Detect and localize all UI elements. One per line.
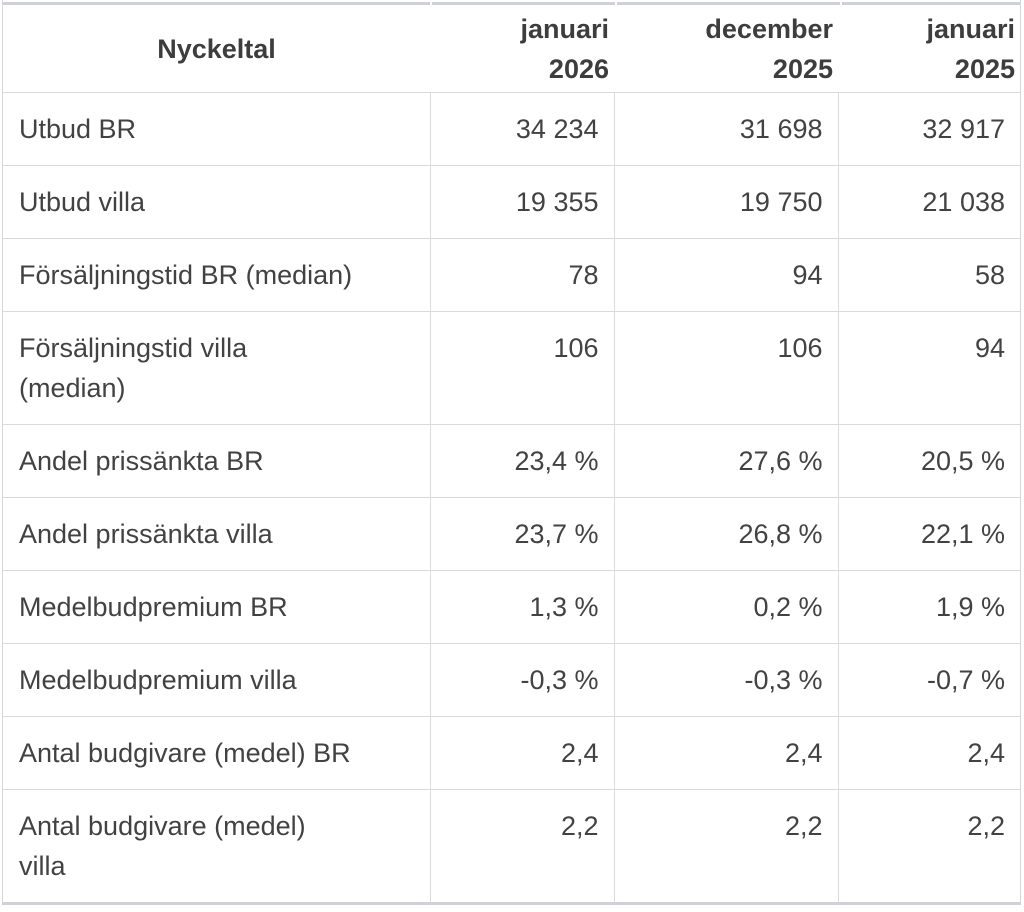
row-label: Antal budgivare (medel) villa (3, 789, 430, 902)
table-row: Utbud BR 34 234 31 698 32 917 (3, 92, 1020, 166)
column-header-december-2025: december 2025 (705, 13, 833, 84)
cell-value: 19 750 (613, 165, 838, 239)
cell-value: 58 (837, 238, 1020, 312)
cell-value: 2,2 (429, 789, 614, 902)
cell-value: 31 698 (613, 92, 838, 166)
cutoff-cell (3, 0, 430, 5)
column-header-januari-2025: januari 2025 (926, 13, 1015, 84)
key-figures-table: Nyckeltal januari 2026 december 2025 jan… (3, 5, 1020, 902)
cell-value: 22,1 % (837, 497, 1020, 571)
cell-value: 1,3 % (429, 570, 614, 644)
cell-value: 20,5 % (837, 424, 1020, 498)
table-body: Utbud BR 34 234 31 698 32 917 Utbud villa 19 … (3, 92, 1020, 902)
cell-value: 2,2 (837, 789, 1020, 902)
table-row: Utbud villa 19 355 19 750 21 038 (3, 165, 1020, 239)
cell-value: 23,7 % (429, 497, 614, 571)
cell-value: -0,3 % (613, 643, 838, 717)
cell-value: 106 (613, 311, 838, 425)
cell-value: 1,9 % (837, 570, 1020, 644)
column-header-januari-2026: januari 2026 (520, 13, 609, 84)
table-row: Andel prissänkta BR 23,4 % 27,6 % 20,5 % (3, 424, 1020, 498)
table-row: Medelbudpremium BR 1,3 % 0,2 % 1,9 % (3, 570, 1020, 644)
table-row: Försäljningstid villa (median) 106 106 94 (3, 311, 1020, 425)
table-row: Andel prissänkta villa 23,7 % 26,8 % 22,1 % (3, 497, 1020, 571)
row-label: Utbud villa (3, 165, 430, 239)
row-label: Försäljningstid villa (median) (3, 311, 430, 425)
table-top-cutoff-row (3, 0, 1020, 5)
row-label: Medelbudpremium BR (3, 570, 430, 644)
cell-value: 32 917 (837, 92, 1020, 166)
row-label: Medelbudpremium villa (3, 643, 430, 717)
cell-value: 2,2 (613, 789, 838, 902)
table-row: Försäljningstid BR (median) 78 94 58 (3, 238, 1020, 312)
cell-value: 0,2 % (613, 570, 838, 644)
cell-value: 106 (429, 311, 614, 425)
cell-value: 2,4 (429, 716, 614, 790)
cell-value: 34 234 (429, 92, 614, 166)
cell-value: 21 038 (837, 165, 1020, 239)
cutoff-cell (617, 0, 840, 5)
table-row: Antal budgivare (medel) villa 2,2 2,2 2,2 (3, 789, 1020, 902)
cell-value: 94 (613, 238, 838, 312)
column-header-nyckeltal: Nyckeltal (157, 33, 276, 64)
table-row: Medelbudpremium villa -0,3 % -0,3 % -0,7 % (3, 643, 1020, 717)
cell-value: 2,4 (837, 716, 1020, 790)
cutoff-cell (432, 0, 615, 5)
table-row: Antal budgivare (medel) BR 2,4 2,4 2,4 (3, 716, 1020, 790)
cell-value: 94 (837, 311, 1020, 425)
header-row: Nyckeltal januari 2026 december 2025 jan… (3, 5, 1020, 93)
row-label: Andel prissänkta BR (3, 424, 430, 498)
cell-value: 78 (429, 238, 614, 312)
cell-value: 26,8 % (613, 497, 838, 571)
cell-value: 23,4 % (429, 424, 614, 498)
cutoff-cell (842, 0, 1020, 5)
row-label: Utbud BR (3, 92, 430, 166)
cell-value: -0,3 % (429, 643, 614, 717)
row-label: Antal budgivare (medel) BR (3, 716, 430, 790)
cell-value: 27,6 % (613, 424, 838, 498)
cell-value: 2,4 (613, 716, 838, 790)
row-label: Andel prissänkta villa (3, 497, 430, 571)
row-label: Försäljningstid BR (median) (3, 238, 430, 312)
cell-value: -0,7 % (837, 643, 1020, 717)
cell-value: 19 355 (429, 165, 614, 239)
